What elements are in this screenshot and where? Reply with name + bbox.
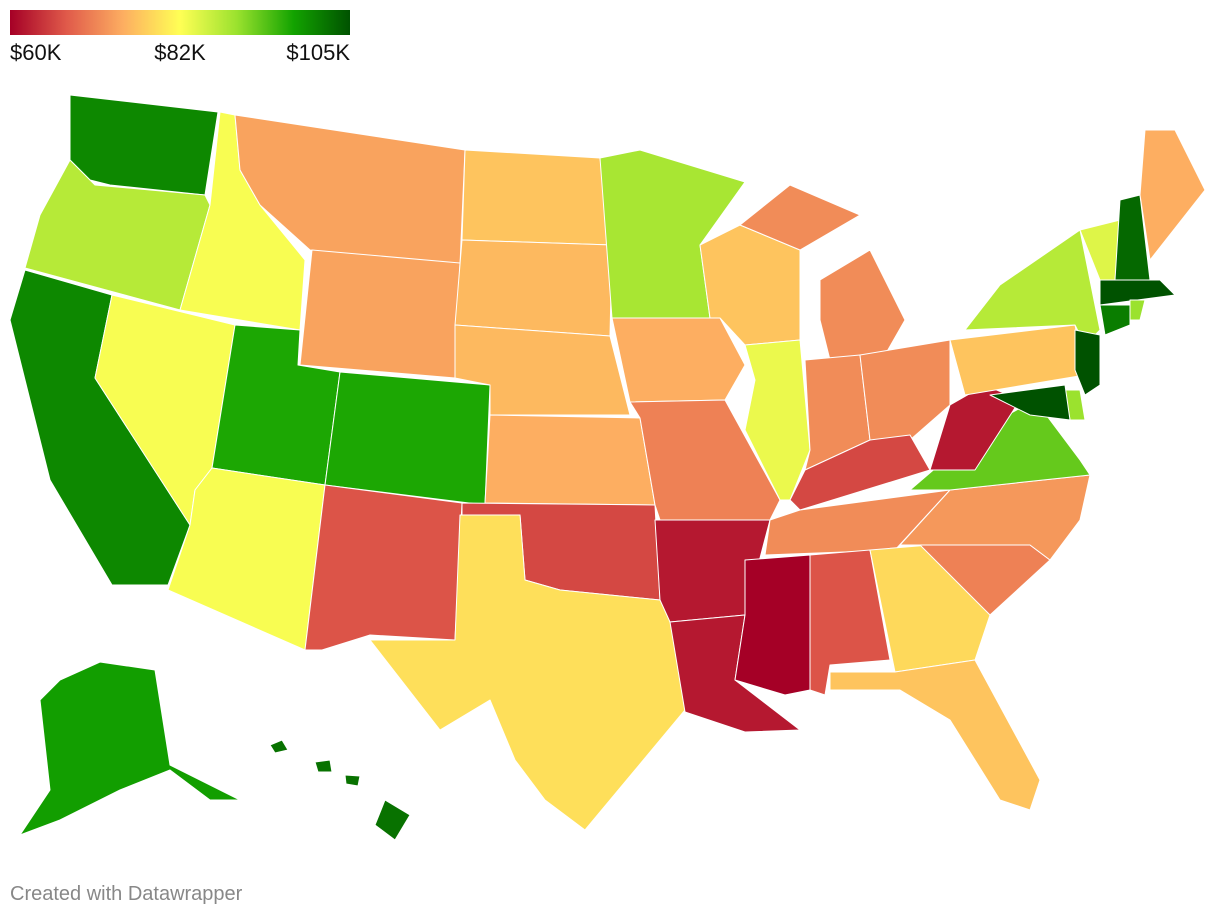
footer: Created with Datawrapper [10, 883, 243, 905]
state [829, 659, 1041, 811]
state [1099, 304, 1131, 336]
state [454, 239, 613, 337]
state [314, 759, 333, 773]
state [19, 661, 241, 836]
states [9, 94, 1206, 841]
state [461, 149, 613, 246]
state [484, 414, 656, 506]
state [611, 317, 746, 403]
legend-label: $82K [154, 40, 206, 65]
state [744, 339, 811, 501]
legend-label: $105K [286, 40, 350, 65]
state [929, 384, 1021, 471]
state [1139, 129, 1206, 261]
state [269, 739, 289, 754]
legend-label: $60K [10, 40, 62, 65]
state [859, 339, 951, 441]
state [819, 249, 906, 361]
state [1074, 329, 1101, 396]
state [369, 514, 686, 831]
state [739, 184, 861, 251]
state [344, 774, 361, 787]
legend-bar [10, 10, 350, 35]
state [1129, 299, 1146, 321]
state [734, 554, 811, 696]
state [304, 484, 463, 651]
state [949, 324, 1086, 396]
state [374, 799, 411, 841]
state [869, 544, 991, 673]
state [989, 384, 1071, 421]
state [69, 94, 219, 196]
state [964, 229, 1101, 346]
state [1099, 279, 1176, 306]
state [324, 371, 491, 506]
state [299, 249, 461, 379]
